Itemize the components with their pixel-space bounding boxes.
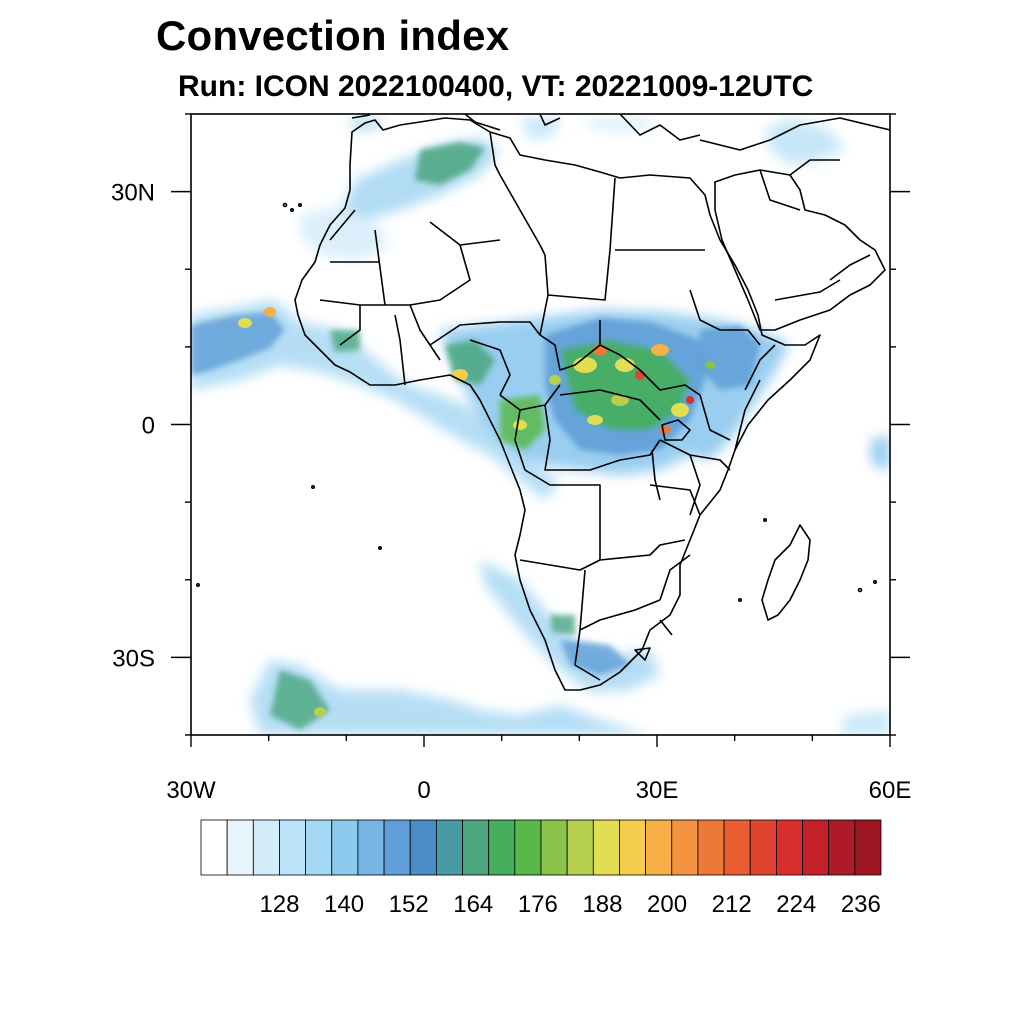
colorbar-label: 212 (712, 891, 752, 918)
east-africa-borders (659, 344, 776, 516)
colorbar-swatch (775, 819, 803, 876)
west-africa-borders (319, 299, 541, 396)
colorbar-swatch (357, 819, 385, 876)
colorbar-label: 164 (453, 891, 493, 918)
arabia-outline (714, 169, 886, 331)
colorbar-swatch (200, 819, 228, 876)
lon-tick-label: 30E (636, 777, 679, 804)
colorbar-swatch (723, 819, 751, 876)
axis-ticks (171, 113, 910, 747)
lake-tanganyika (651, 449, 661, 501)
colorbar-label: 152 (389, 891, 429, 918)
central-africa-borders (499, 289, 761, 471)
colorbar (200, 819, 882, 876)
middle-east-borders (759, 159, 871, 301)
lat-tick-label: 30S (112, 645, 155, 672)
colorbar-swatch (252, 819, 280, 876)
colorbar-label: 176 (518, 891, 558, 918)
colorbar-labels: 128 140 152 164 176 188 200 212 224 236 (259, 891, 880, 918)
colorbar-swatch (462, 819, 490, 876)
lat-tick-label: 0 (142, 413, 155, 440)
chart-subtitle: Run: ICON 2022100400, VT: 20221009-12UTC (178, 70, 814, 103)
convection-field (191, 116, 890, 735)
colorbar-swatch (488, 819, 516, 876)
colorbar-swatch (514, 819, 542, 876)
north-africa-borders (329, 131, 705, 336)
colorbar-label: 128 (259, 891, 299, 918)
africa-coastline (294, 117, 821, 691)
colorbar-label: 140 (324, 891, 364, 918)
colorbar-label: 188 (582, 891, 622, 918)
colorbar-swatch (566, 819, 594, 876)
lon-tick-label: 0 (417, 777, 430, 804)
country-borders (196, 114, 890, 691)
colorbar-swatch (645, 819, 673, 876)
chart-title: Convection index (156, 12, 510, 59)
colorbar-swatch (305, 819, 333, 876)
colorbar-swatch (331, 819, 359, 876)
colorbar-swatch (540, 819, 568, 876)
colorbar-label: 224 (776, 891, 816, 918)
colorbar-swatch (749, 819, 777, 876)
madagascar-outline (761, 524, 811, 621)
lon-tick-label: 30W (166, 777, 216, 804)
lon-tick-label: 60E (869, 777, 912, 804)
colorbar-swatch (671, 819, 699, 876)
colorbar-label: 200 (647, 891, 687, 918)
colorbar-swatch (592, 819, 620, 876)
colorbar-swatch (854, 819, 882, 876)
colorbar-swatch (409, 819, 437, 876)
colorbar-swatch (435, 819, 463, 876)
colorbar-swatch (226, 819, 254, 876)
southern-africa-borders (519, 469, 701, 681)
colorbar-swatch (802, 819, 830, 876)
colorbar-swatch (697, 819, 725, 876)
island-dots (196, 202, 877, 602)
plot-area (190, 113, 891, 736)
colorbar-swatch (383, 819, 411, 876)
lake-victoria (661, 419, 691, 441)
colorbar-swatch (828, 819, 856, 876)
colorbar-swatch (279, 819, 307, 876)
colorbar-label: 236 (841, 891, 881, 918)
axis-tick-labels: 30W 0 30E 60E 30N 0 30S (111, 180, 911, 804)
europe-coast (351, 114, 890, 151)
colorbar-swatch (619, 819, 647, 876)
lat-tick-label: 30N (111, 180, 155, 207)
